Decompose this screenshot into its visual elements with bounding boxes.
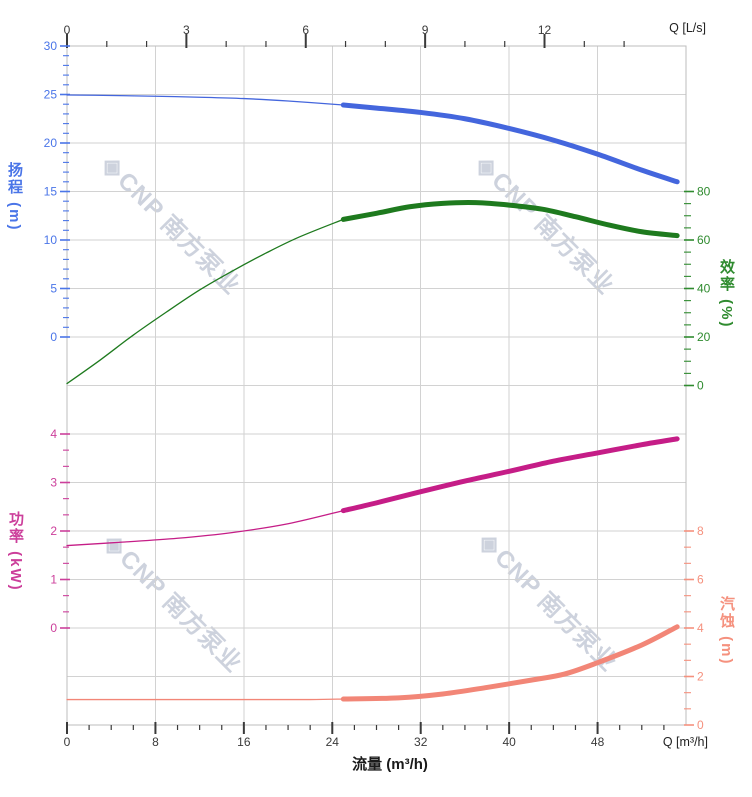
tick-label: 0	[64, 23, 71, 37]
head-axis: 0 5 10 15 20 25 30	[44, 39, 70, 344]
tick-label: 12	[538, 23, 552, 37]
tick-label: 0	[50, 330, 57, 344]
bottom-q-axis: 0 8 16 24 32 40 48	[64, 722, 665, 749]
npsh-curve-thin	[66, 698, 344, 701]
tick-label: 40	[697, 282, 711, 296]
top-q-axis: 0 3 6 9 12	[64, 23, 625, 48]
tick-label: 60	[697, 233, 711, 247]
npsh-axis-title: 汽蚀 (m)	[718, 596, 735, 666]
head-curve-thin	[66, 94, 344, 106]
head-curve-thick	[340, 102, 680, 185]
tick-label: 6	[302, 23, 309, 37]
tick-label: 4	[697, 621, 704, 635]
tick-label: 20	[697, 330, 711, 344]
tick-label: 6	[697, 573, 704, 587]
tick-label: 5	[50, 282, 57, 296]
tick-label: 80	[697, 185, 711, 199]
power-curve-thick	[340, 436, 680, 514]
head-axis-title: 扬程 (m)	[6, 162, 23, 232]
tick-label: 48	[591, 735, 605, 749]
tick-label: 20	[44, 136, 58, 150]
tick-label: 2	[50, 524, 57, 538]
tick-label: 9	[422, 23, 429, 37]
tick-label: 8	[697, 524, 704, 538]
tick-label: 3	[183, 23, 190, 37]
tick-label: 4	[50, 427, 57, 441]
tick-label: 15	[44, 185, 58, 199]
tick-label: 30	[44, 39, 58, 53]
power-axis-title: 功率 (kW)	[7, 511, 24, 592]
efficiency-axis-title: 效率 (%)	[718, 259, 735, 329]
grid	[66, 45, 687, 726]
efficiency-curve-thick	[340, 200, 680, 239]
npsh-axis: 0 2 4 6 8	[684, 524, 704, 732]
tick-label: 8	[152, 735, 159, 749]
tick-label: 0	[697, 718, 704, 732]
tick-label: 25	[44, 88, 58, 102]
tick-label: 40	[502, 735, 516, 749]
tick-label: 3	[50, 476, 57, 490]
efficiency-curve-thin	[66, 218, 344, 385]
tick-label: 0	[64, 735, 71, 749]
tick-label: 16	[237, 735, 251, 749]
efficiency-axis: 0 20 40 60 80	[684, 185, 711, 393]
bottom-axis-unit-label: Q [m³/h]	[662, 735, 708, 749]
tick-label: 2	[697, 670, 704, 684]
tick-label: 32	[414, 735, 428, 749]
tick-label: 10	[44, 233, 58, 247]
tick-label: 0	[697, 379, 704, 393]
power-axis: 0 1 2 3 4	[50, 427, 70, 635]
tick-label: 0	[50, 621, 57, 635]
power-curve-thin	[66, 509, 344, 547]
top-axis-unit-label: Q [L/s]	[669, 21, 706, 35]
flow-axis-title: 流量 (m³/h)	[352, 756, 428, 773]
npsh-curve-thick	[340, 624, 680, 702]
tick-label: 1	[50, 573, 57, 587]
tick-label: 24	[326, 735, 340, 749]
